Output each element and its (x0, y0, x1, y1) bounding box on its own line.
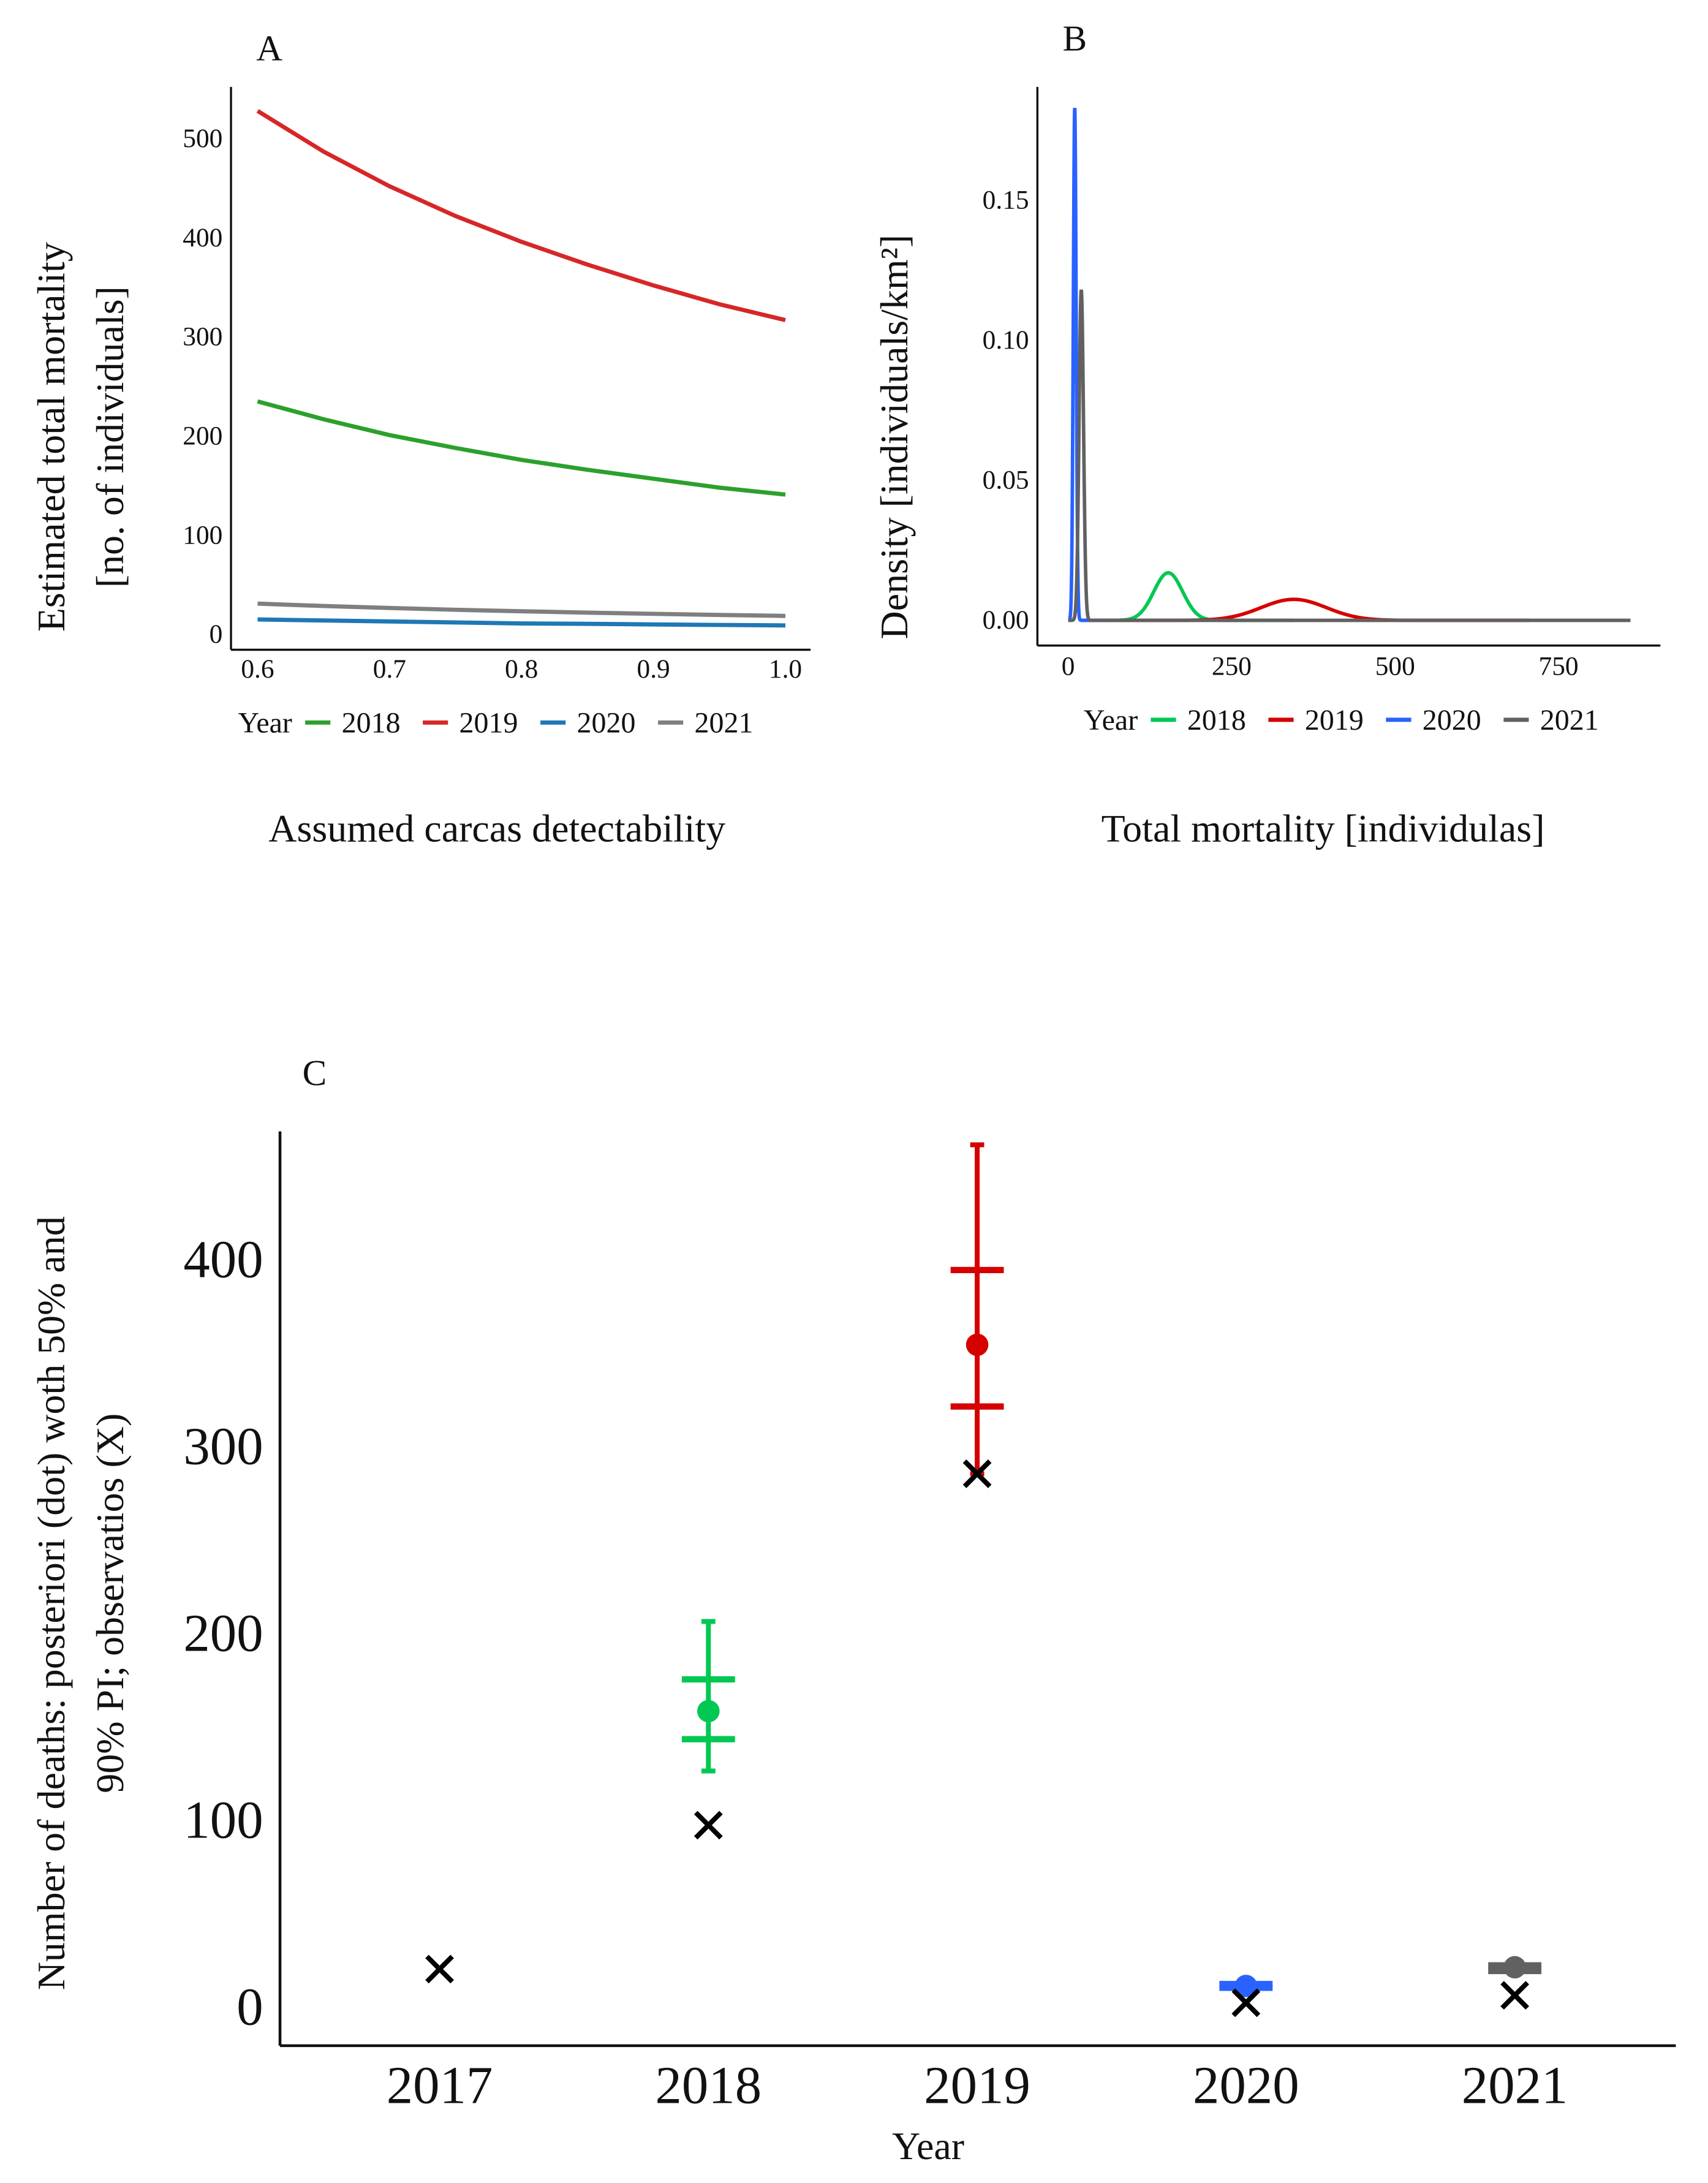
panel-a-label: A (256, 28, 282, 68)
panel-c-posterior-dot-2020 (1234, 1975, 1258, 1997)
panel-b-label: B (1063, 18, 1087, 58)
panel-a-legend-label-2020: 2020 (577, 706, 636, 739)
panel-b-legend-title: Year (1084, 704, 1138, 736)
panel-c-x-tick: 2021 (1462, 2056, 1568, 2115)
panel-b-y-tick: 0.15 (983, 186, 1029, 215)
panel-a-legend-label-2021: 2021 (694, 706, 753, 739)
panel-a-legend-title: Year (238, 706, 292, 739)
panel-c-y-tick: 0 (236, 1978, 263, 2037)
panel-a-y-tick: 500 (183, 124, 222, 153)
panel-b-x-title: Total mortality [individulas] (1102, 807, 1545, 850)
panel-c-observed-x-2018 (693, 1810, 723, 1840)
panel-b-x-tick: 0 (1062, 652, 1075, 681)
panel-a-x-tick: 0.7 (373, 654, 406, 684)
panel-c-x-tick: 2018 (656, 2056, 762, 2115)
panel-c-x-tick: 2019 (924, 2056, 1030, 2115)
panel-a: A 0.6 0.7 0.8 0.9 1.0 0 100 200 300 400 500 Year 20… (29, 28, 811, 850)
panel-b-x-tick: 250 (1212, 652, 1252, 681)
panel-a-line-2021 (257, 601, 786, 618)
panel-b: B 0 250 500 750 0.00 0.05 0.10 0.15 Year 2018 201… (872, 18, 1661, 850)
panel-b-x-tick: 750 (1538, 652, 1578, 681)
panel-c-y-tick: 400 (183, 1230, 263, 1288)
panel-a-y-title-line1: Estimated total mortality (29, 242, 73, 632)
panel-a-y-tick: 300 (183, 322, 222, 352)
panel-c: C 0 100 200 300 400 2017 2018 2019 2020 2021 Numb… (29, 1053, 1676, 2168)
panel-b-density-2018 (1082, 570, 1294, 622)
panel-c-y-title-line1: Number of deaths: posteriori (dot) woth … (29, 1216, 73, 1990)
panel-b-legend-label-2021: 2021 (1540, 704, 1599, 736)
panel-b-y-tick: 0.05 (983, 466, 1029, 495)
panel-b-legend-label-2019: 2019 (1305, 704, 1364, 736)
panel-c-posterior-dot-2019 (965, 1333, 989, 1356)
panel-b-density-2021 (1068, 289, 1631, 622)
panel-c-observed-x-2017 (425, 1954, 454, 1984)
panel-a-y-tick: 400 (183, 223, 222, 252)
panel-a-y-tick: 100 (183, 520, 222, 550)
panel-a-line-2019 (256, 109, 786, 322)
panel-a-x-tick: 0.9 (637, 654, 670, 684)
panel-a-line-2018 (257, 399, 786, 497)
panel-a-x-tick: 0.6 (241, 654, 274, 684)
panel-b-y-tick: 0.00 (983, 605, 1029, 635)
panel-c-x-title: Year (892, 2124, 964, 2168)
panel-c-y-tick: 300 (183, 1417, 263, 1475)
panel-b-y-title: Density [individuals/km²] (872, 235, 916, 640)
panel-b-legend-label-2018: 2018 (1187, 704, 1246, 736)
panel-c-observed-x-2021 (1500, 1981, 1530, 2010)
panel-c-observed-x-2019 (962, 1459, 992, 1488)
panel-a-legend-label-2019: 2019 (459, 706, 518, 739)
panel-a-y-tick: 0 (210, 619, 223, 649)
panel-b-y-tick: 0.10 (983, 325, 1029, 355)
panel-c-posterior-dot-2021 (1503, 1956, 1526, 1979)
panel-b-x-tick: 500 (1375, 652, 1415, 681)
panel-c-y-tick: 100 (183, 1791, 263, 1850)
panel-c-label: C (303, 1053, 327, 1093)
panel-c-x-tick: 2020 (1193, 2056, 1299, 2115)
panel-c-observed-x-2020 (1231, 1988, 1261, 2018)
panel-b-legend-label-2020: 2020 (1423, 704, 1481, 736)
panel-c-posterior-dot-2018 (697, 1700, 720, 1723)
panel-a-y-tick: 200 (183, 421, 222, 450)
panel-a-x-title: Assumed carcas detectability (268, 807, 725, 850)
panel-a-legend-label-2018: 2018 (342, 706, 401, 739)
panel-b-density-2019 (1097, 597, 1530, 622)
panel-c-y-tick: 200 (183, 1603, 263, 1662)
panel-c-x-tick: 2017 (387, 2056, 493, 2115)
panel-a-x-tick: 1.0 (769, 654, 802, 684)
panel-a-x-tick: 0.8 (505, 654, 538, 684)
panel-c-y-title-line2: 90% PI; observatios (X) (88, 1413, 132, 1793)
panel-a-y-title-line2: [no. of individuals] (88, 286, 132, 588)
panel-a-line-2020 (257, 617, 786, 628)
